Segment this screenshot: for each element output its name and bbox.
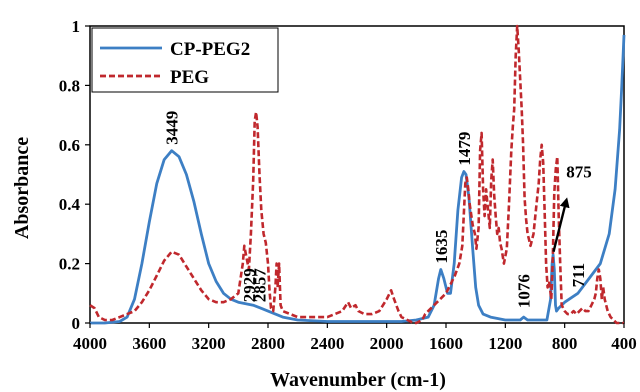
- x-tick-label: 2400: [310, 334, 344, 353]
- x-tick-label: 3200: [192, 334, 226, 353]
- plot-frame: [89, 25, 625, 324]
- series-line-cp-peg2: [90, 34, 626, 325]
- y-axis-title: Absorbance: [11, 137, 33, 239]
- y-axis: 0 0.2 0.4 0.6 0.8 1: [59, 17, 90, 333]
- peak-arrow: [552, 197, 570, 253]
- x-tick-label: 400: [611, 334, 637, 353]
- x-tick-label: 4000: [73, 334, 107, 353]
- y-tick-label: 0.2: [59, 255, 80, 274]
- x-axis-title: Wavenumber (cm-1): [270, 369, 446, 391]
- peak-label-3449: 3449: [163, 111, 182, 145]
- peak-label-2929: 2929: [240, 268, 259, 302]
- x-tick-label: 1200: [488, 334, 522, 353]
- peak-label-875: 875: [566, 162, 592, 181]
- series-line-peg: [89, 24, 624, 325]
- y-tick-label: 0.8: [59, 76, 80, 95]
- legend-label-cp-peg2: CP-PEG2: [170, 39, 250, 60]
- peak-label-711: 711: [569, 263, 588, 288]
- peak-label-2857: 2857: [251, 268, 270, 303]
- legend-box: [91, 27, 279, 93]
- x-tick-label: 2800: [251, 334, 285, 353]
- y-tick-label: 1: [72, 17, 81, 36]
- x-tick-label: 3600: [132, 334, 166, 353]
- peak-label-1076: 1076: [515, 274, 534, 308]
- legend-label-peg: PEG: [170, 67, 209, 88]
- legend: CP-PEG2 PEG: [91, 27, 279, 93]
- x-tick-label: 2000: [370, 334, 404, 353]
- y-tick-label: 0.4: [59, 195, 81, 214]
- y-tick-label: 0: [72, 314, 81, 333]
- peak-label-1479: 1479: [455, 132, 474, 166]
- peak-label-1635: 1635: [432, 230, 451, 264]
- series-layer: [89, 24, 626, 325]
- x-tick-label: 800: [552, 334, 578, 353]
- x-tick-label: 1600: [429, 334, 463, 353]
- plot-area: 4000 3600 3200 2800 2400 2000 1600 1200 800 400 0…: [59, 17, 637, 353]
- y-tick-label: 0.6: [59, 136, 80, 155]
- x-axis: 4000 3600 3200 2800 2400 2000 1600 1200 800 400: [73, 323, 637, 353]
